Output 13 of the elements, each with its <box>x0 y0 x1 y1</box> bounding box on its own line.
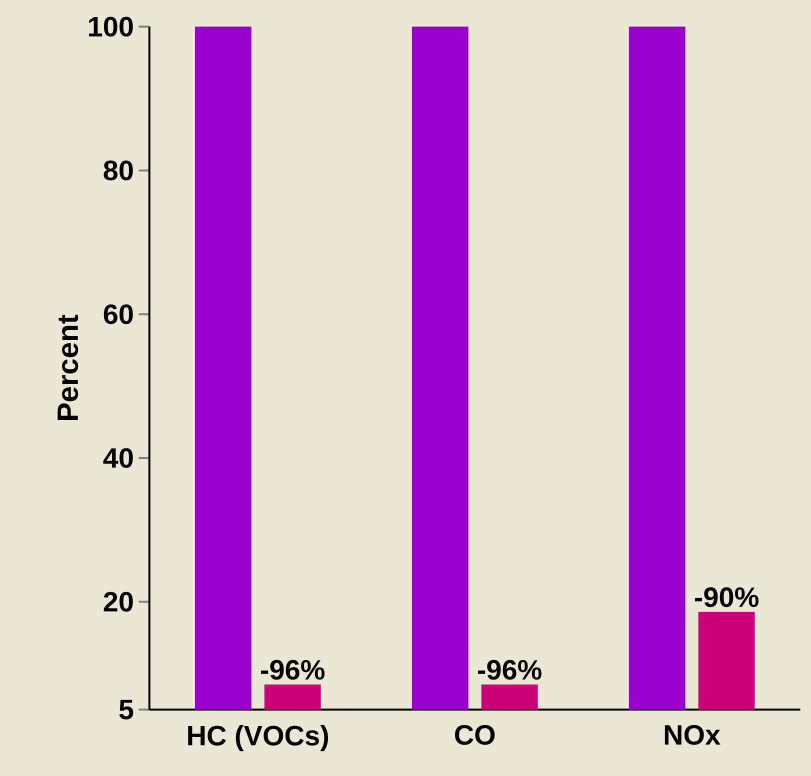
y-tick-label: 100 <box>89 16 133 36</box>
y-axis-title: Percent <box>58 314 78 420</box>
x-tick-label: CO <box>455 724 495 745</box>
y-tick-label: 80 <box>104 160 133 180</box>
y-tick-label: 40 <box>103 448 133 468</box>
y-tick-label: 20 <box>104 592 133 612</box>
y-tick-label: 60 <box>104 304 133 324</box>
x-tick-label: NOx <box>664 724 720 745</box>
annotation: -96% <box>260 660 325 680</box>
x-tick-label: HC (VOCs) <box>188 724 328 751</box>
annotation: -96% <box>478 660 542 680</box>
annotation: -90% <box>694 587 758 607</box>
y-tick-label: 5 <box>119 700 134 720</box>
